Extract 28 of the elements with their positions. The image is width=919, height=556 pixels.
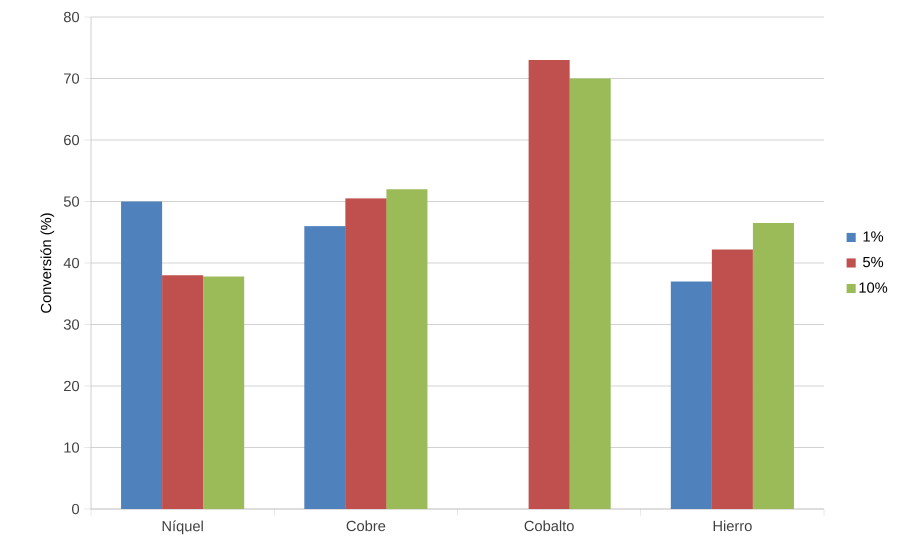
- legend-label: 1%: [864, 231, 884, 242]
- legend-label: 5%: [863, 256, 884, 268]
- y-tick-label: 30: [64, 319, 80, 330]
- y-axis-title: Conversión (%): [40, 213, 54, 313]
- bar: [162, 275, 204, 509]
- x-tick-label: Níquel: [162, 520, 203, 534]
- bar: [712, 249, 753, 509]
- y-tick-label: 20: [64, 380, 80, 392]
- bar: [304, 226, 346, 509]
- y-tick-label: 50: [64, 196, 80, 207]
- bar: [345, 198, 386, 509]
- y-tick-label: 80: [64, 12, 80, 22]
- bar: [570, 78, 611, 509]
- y-tick-label: 10: [64, 442, 80, 453]
- legend-label: 10%: [859, 282, 888, 293]
- bar: [121, 202, 162, 509]
- bar: [528, 60, 570, 509]
- x-tick-label: Cobalto: [524, 520, 574, 532]
- y-tick-label: 70: [64, 73, 80, 84]
- bar: [386, 189, 428, 509]
- x-tick-label: Hierro: [714, 520, 752, 532]
- bar: [203, 276, 244, 509]
- x-tick-label: Cobre: [346, 520, 386, 532]
- y-tick-label: 40: [64, 258, 80, 268]
- bar: [752, 223, 794, 509]
- y-tick-label: 0: [72, 504, 80, 514]
- y-tick-label: 60: [64, 134, 80, 146]
- bar: [670, 281, 712, 509]
